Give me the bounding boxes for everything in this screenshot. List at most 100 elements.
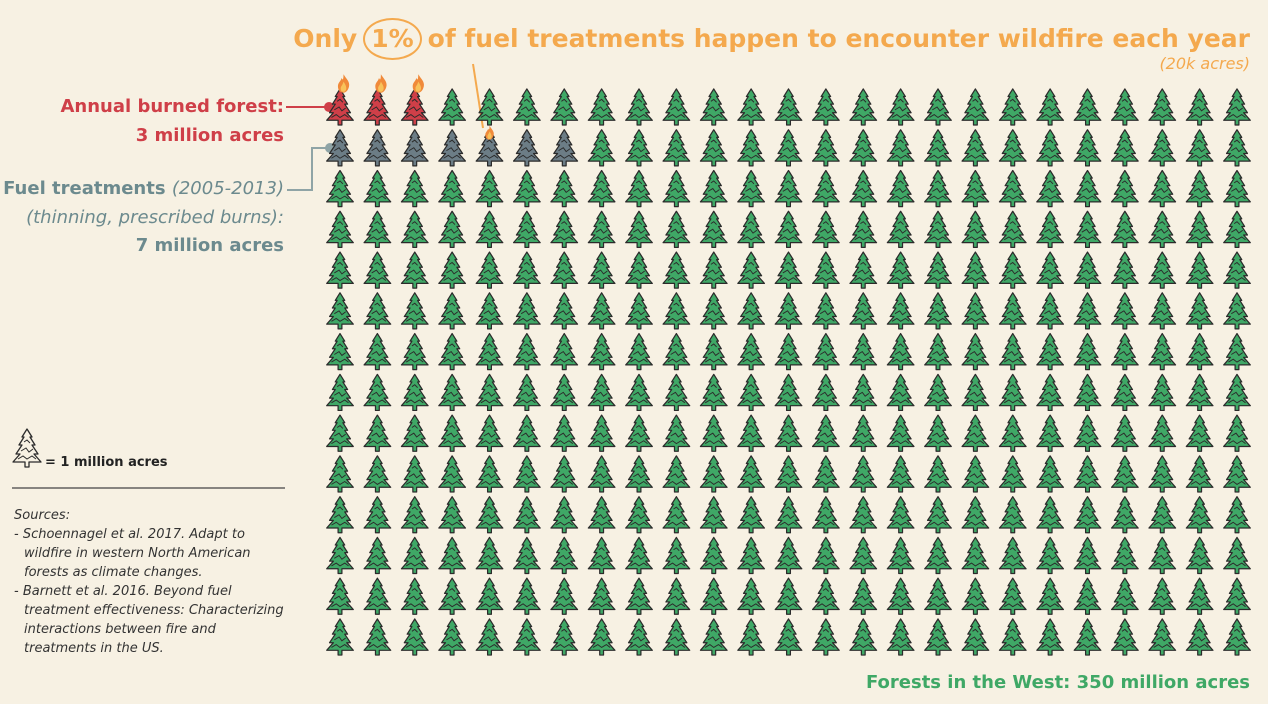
tree xyxy=(1073,332,1102,371)
tree xyxy=(1110,210,1139,249)
tree xyxy=(475,373,504,412)
tree xyxy=(550,88,579,126)
tree xyxy=(924,455,952,493)
flame xyxy=(337,74,350,93)
tree xyxy=(1073,129,1102,167)
tree xyxy=(438,292,467,330)
tree xyxy=(363,618,392,656)
tree xyxy=(1073,373,1102,412)
tree xyxy=(1036,414,1065,452)
tree xyxy=(512,536,541,575)
value-label: 3 million acres xyxy=(135,125,284,146)
tree xyxy=(1223,618,1251,656)
tree xyxy=(1223,373,1251,412)
tree xyxy=(699,414,728,452)
tree xyxy=(924,210,952,249)
tree xyxy=(699,373,728,412)
tree xyxy=(363,251,392,289)
tree xyxy=(1073,292,1102,330)
tree xyxy=(475,210,504,249)
tree xyxy=(1185,251,1214,289)
connector xyxy=(287,147,327,191)
tree xyxy=(550,577,579,615)
tree xyxy=(550,332,579,371)
tree xyxy=(363,414,392,452)
tree xyxy=(550,618,579,656)
tree xyxy=(1223,88,1251,126)
tree xyxy=(1223,251,1251,289)
tree xyxy=(737,251,766,289)
tree xyxy=(699,455,728,493)
flame xyxy=(412,74,424,93)
tree xyxy=(363,210,392,249)
tree xyxy=(625,210,653,249)
tree xyxy=(886,251,915,289)
tree xyxy=(849,88,878,126)
tree xyxy=(363,332,392,371)
tree xyxy=(326,536,354,575)
tree xyxy=(737,496,766,534)
tree xyxy=(662,169,691,208)
tree xyxy=(1148,373,1177,412)
tree xyxy=(961,129,990,167)
tree xyxy=(1036,577,1065,615)
tree xyxy=(886,373,915,412)
series-label: Fuel treatments (2005-2013) xyxy=(3,178,284,199)
tree xyxy=(1223,332,1251,371)
tree xyxy=(699,292,728,330)
tree xyxy=(587,618,616,656)
title-text: Only xyxy=(293,24,358,53)
tree xyxy=(1148,536,1177,575)
tree xyxy=(961,210,990,249)
tree xyxy=(998,618,1027,656)
tree xyxy=(1223,414,1251,452)
tree xyxy=(662,414,691,452)
tree xyxy=(699,332,728,371)
tree xyxy=(625,455,653,493)
tree xyxy=(1148,618,1177,656)
tree xyxy=(961,455,990,493)
tree xyxy=(998,251,1027,289)
tree xyxy=(1148,577,1177,615)
tree xyxy=(849,414,878,452)
flame xyxy=(375,74,387,93)
tree xyxy=(737,414,766,452)
tree xyxy=(998,496,1027,534)
tree xyxy=(1185,618,1214,656)
tree xyxy=(1110,414,1139,452)
tree xyxy=(1223,577,1251,615)
tree xyxy=(550,210,579,249)
tree xyxy=(326,373,354,412)
tree xyxy=(849,536,878,575)
tree xyxy=(1036,536,1065,575)
tree xyxy=(1185,88,1214,126)
tree xyxy=(662,129,691,167)
tree xyxy=(1110,618,1139,656)
tree-1 xyxy=(363,129,392,167)
tree xyxy=(886,536,915,575)
tree xyxy=(587,455,616,493)
tree xyxy=(587,332,616,371)
tree xyxy=(1073,210,1102,249)
tree xyxy=(400,169,429,208)
tree xyxy=(774,251,803,289)
sources: Sources: - Schoennagel et al. 2017. Adap… xyxy=(14,506,286,658)
tree xyxy=(886,455,915,493)
tree xyxy=(811,210,840,249)
tree xyxy=(438,373,467,412)
tree xyxy=(886,332,915,371)
tree xyxy=(961,332,990,371)
tree xyxy=(1185,210,1214,249)
tree xyxy=(587,373,616,412)
tree xyxy=(924,169,952,208)
tree xyxy=(774,332,803,371)
tree xyxy=(1223,169,1251,208)
tree xyxy=(849,455,878,493)
tree xyxy=(811,496,840,534)
tree xyxy=(774,373,803,412)
tree-0 xyxy=(363,88,392,126)
tree xyxy=(961,88,990,126)
tree xyxy=(737,129,766,167)
tree xyxy=(587,210,616,249)
tree xyxy=(512,577,541,615)
